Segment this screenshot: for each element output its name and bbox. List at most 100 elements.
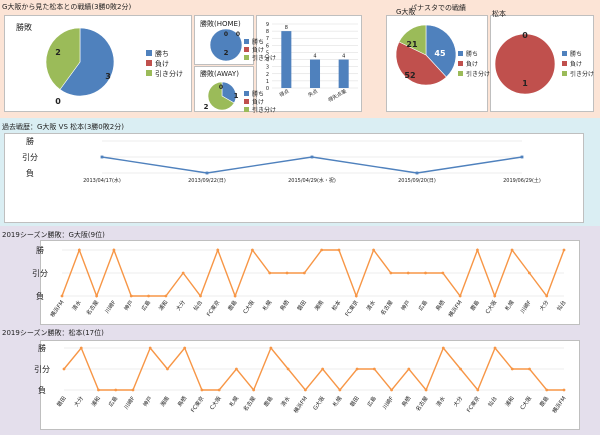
season-matsumoto-point-19: [390, 388, 393, 392]
season-gosaka-xtick-5: 広島: [139, 298, 152, 312]
season-gosaka-point-18: [372, 248, 375, 252]
season-matsumoto-point-18: [372, 367, 376, 371]
pie-panasta-gosaka-data-label-2: 21: [406, 40, 418, 49]
bar-ytick-4: 4: [266, 58, 269, 64]
season-gosaka-point-11: [251, 248, 254, 252]
pie-panasta-gosaka-legend-swatch-0: [458, 51, 463, 56]
pie-home-legend-0: 勝ち: [252, 38, 264, 46]
season-matsumoto-xtick-7: 鳥栖: [175, 394, 188, 408]
season-gosaka-point-16: [337, 248, 341, 252]
season-matsumoto-point-29: [562, 388, 566, 392]
season-matsumoto-point-24: [476, 388, 480, 392]
season-matsumoto-xtick-2: 浦和: [89, 395, 102, 409]
pie-away-legend-swatch-0: [244, 91, 249, 96]
pie-panasta-matsumoto-data-label-0: 0: [522, 31, 528, 40]
season-gosaka-xtick-10: 鹿島: [226, 298, 239, 312]
season-gosaka-point-10: [233, 294, 237, 298]
bar-ytick-8: 8: [266, 29, 269, 35]
pie-home-legend-swatch-0: [244, 39, 249, 44]
season-gosaka-xtick-24: 鹿島: [468, 298, 481, 312]
season-gosaka-ylevel-2: 勝: [36, 245, 44, 255]
pie-panasta-matsumoto-legend-0: 勝ち: [570, 50, 582, 58]
season-gosaka-point-24: [476, 248, 479, 252]
season-matsumoto-xtick-4: 川崎F: [122, 395, 137, 411]
season-matsumoto-point-28: [545, 388, 549, 392]
pie-panasta-matsumoto-legend-swatch-2: [562, 71, 567, 76]
season-gosaka-point-25: [493, 294, 497, 298]
pie-home-legend-swatch-2: [244, 55, 249, 60]
history-point-3: [415, 171, 419, 175]
season-matsumoto-xtick-27: C大阪: [518, 394, 533, 411]
history-point-4: [520, 155, 524, 159]
section-title-history: 過去戦歴：G大阪 VS 松本(3勝0敗2分): [2, 123, 124, 131]
pie-panasta-gosaka-legend-0: 勝ち: [466, 50, 478, 58]
season-matsumoto-xtick-25: 仙台: [486, 394, 499, 408]
season-gosaka-point-9: [216, 248, 220, 252]
season-matsumoto-point-14: [303, 388, 307, 392]
season-gosaka-point-21: [424, 271, 427, 275]
season-matsumoto-point-13: [286, 367, 290, 371]
season-matsumoto-xtick-14: 横浜FM: [292, 394, 310, 414]
season-gosaka-xtick-28: 大分: [537, 298, 550, 312]
pie-away-data-label-1: 0: [219, 84, 223, 91]
season-matsumoto-ylevel-1: 引分: [34, 365, 50, 374]
season-gosaka-xtick-20: 神戸: [399, 298, 412, 312]
season-gosaka-point-1: [77, 248, 81, 252]
season-gosaka-point-17: [354, 294, 358, 298]
season-gosaka-xtick-0: 横浜FM: [48, 298, 66, 318]
season-matsumoto-xtick-10: 札幌: [227, 394, 240, 408]
bar-1: [309, 59, 321, 88]
season-matsumoto-point-6: [166, 367, 169, 371]
pie-away-data-label-0: 1: [234, 92, 239, 100]
season-matsumoto-xtick-18: 広島: [365, 394, 378, 408]
season-matsumoto-point-7: [183, 346, 187, 350]
season-matsumoto-xtick-11: 名古屋: [241, 394, 257, 413]
section-title-season-matsumoto: 2019シーズン勝敗：松本(17位): [2, 329, 104, 337]
pie-away-data-label-2: 2: [204, 103, 209, 111]
season-matsumoto-xtick-15: G大阪: [311, 394, 327, 412]
season-matsumoto-xtick-12: 鹿島: [262, 394, 275, 408]
pie-panasta-matsumoto-title: 松本: [492, 9, 506, 18]
season-gosaka-point-5: [147, 294, 150, 298]
bar-ytick-7: 7: [266, 36, 269, 42]
season-gosaka-xtick-9: FC東京: [205, 298, 222, 318]
history-ylevel-1: 引分: [22, 153, 38, 162]
pie-away-title: 勝敗(AWAY): [200, 69, 239, 78]
season-matsumoto-xtick-21: 名古屋: [414, 394, 430, 413]
pie-panasta-matsumoto-data-label-2: 0: [530, 29, 531, 31]
season-matsumoto-xtick-6: 湘南: [158, 394, 171, 408]
season-gosaka-point-28: [545, 294, 549, 298]
pie-total-slice-2: [45, 27, 81, 90]
season-gosaka-xtick-27: 川崎F: [518, 299, 533, 315]
pie-panasta-gosaka-legend-1: 負け: [466, 60, 478, 68]
season-matsumoto-point-20: [407, 367, 411, 371]
season-gosaka-point-15: [320, 248, 324, 252]
season-gosaka-point-8: [199, 294, 202, 298]
pie-home-legend-2: 引き分け: [252, 54, 276, 62]
season-gosaka-xtick-26: 札幌: [503, 298, 516, 312]
season-gosaka-point-29: [562, 248, 566, 252]
pie-panasta-gosaka-slice-1: [395, 41, 447, 86]
history-point-1: [205, 171, 209, 175]
season-gosaka-point-26: [510, 248, 514, 252]
season-matsumoto-point-11: [252, 388, 256, 392]
season-gosaka-xtick-3: 川崎F: [103, 299, 118, 315]
season-matsumoto-point-23: [459, 367, 462, 371]
history-xtick-0: 2013/04/17(水): [83, 177, 121, 184]
pie-total-legend-swatch-2: [146, 70, 152, 76]
bar-data-label-0: 8: [285, 25, 288, 31]
season-gosaka-xtick-14: 磐田: [295, 299, 308, 313]
season-gosaka-point-23: [458, 294, 462, 298]
history-ylevel-0: 負: [26, 168, 34, 178]
season-gosaka-xtick-13: 鳥栖: [278, 298, 291, 312]
bar-0: [281, 31, 292, 88]
season-matsumoto-point-16: [338, 388, 342, 392]
season-matsumoto-xtick-28: 鹿島: [538, 394, 551, 408]
bar-xtick-1: 失点: [307, 88, 319, 99]
season-gosaka-ylevel-1: 引分: [32, 269, 48, 278]
pie-away-legend-1: 負け: [252, 98, 264, 106]
pie-home-data-label-0: 2: [224, 49, 229, 57]
season-gosaka-xtick-1: 清水: [70, 298, 83, 312]
history-xtick-2: 2015/04/29(水・祝): [288, 177, 336, 184]
season-gosaka-xtick-8: 仙台: [191, 298, 204, 312]
